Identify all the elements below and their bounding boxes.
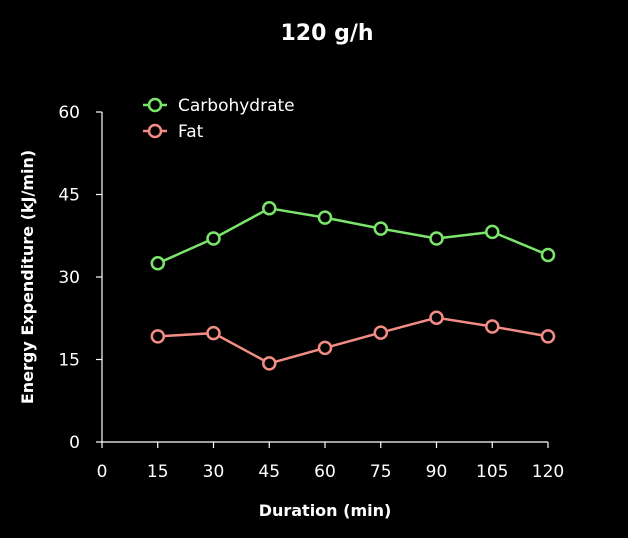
series-line-carbohydrate xyxy=(156,207,550,265)
x-tick-label: 60 xyxy=(314,462,336,482)
legend-marker xyxy=(147,123,163,139)
series-carbohydrate xyxy=(150,201,556,271)
data-point-carbohydrate xyxy=(485,224,500,240)
legend-item-fat: Fat xyxy=(143,122,204,142)
legend-label: Fat xyxy=(178,122,204,142)
legend-item-carbohydrate: Carbohydrate xyxy=(143,96,295,116)
x-tick-label: 30 xyxy=(203,462,225,482)
data-point-carbohydrate xyxy=(540,247,556,263)
y-tick-label: 30 xyxy=(58,268,80,288)
data-point-carbohydrate xyxy=(317,210,333,225)
x-tick-label: 75 xyxy=(370,462,392,482)
series-line-fat xyxy=(156,316,550,365)
x-tick-label: 15 xyxy=(147,462,169,482)
series-fat xyxy=(150,310,556,371)
x-tick-label: 105 xyxy=(476,462,508,482)
data-point-fat xyxy=(150,329,166,344)
y-tick-label: 60 xyxy=(58,103,80,123)
y-tick-label: 45 xyxy=(58,186,80,206)
y-axis-title: Energy Expenditure (kJ/min) xyxy=(18,150,37,404)
data-point-fat xyxy=(485,319,500,334)
data-point-carbohydrate xyxy=(206,231,221,246)
x-tick-label: 90 xyxy=(426,462,448,482)
legend-label: Carbohydrate xyxy=(178,96,295,116)
x-tick-label: 45 xyxy=(258,462,280,482)
axes: 0 15 30 45 60 0 15 30 45 60 75 90 105 120 xyxy=(58,103,564,482)
y-tick-label: 15 xyxy=(58,351,80,371)
data-point-carbohydrate xyxy=(429,231,444,246)
data-point-fat xyxy=(262,356,277,371)
legend: Carbohydrate Fat xyxy=(143,96,295,142)
x-tick-label: 0 xyxy=(97,462,108,482)
data-point-carbohydrate xyxy=(150,256,166,271)
series-layer xyxy=(150,201,556,371)
data-point-carbohydrate xyxy=(262,201,277,216)
data-point-fat xyxy=(373,325,389,340)
data-point-fat xyxy=(540,329,556,344)
data-point-carbohydrate xyxy=(373,221,389,236)
x-axis-title: Duration (min) xyxy=(259,501,392,520)
x-tick-label: 120 xyxy=(532,462,564,482)
data-point-fat xyxy=(206,325,221,341)
chart-title: 120 g/h xyxy=(280,21,373,46)
legend-marker xyxy=(147,97,163,113)
data-point-fat xyxy=(429,310,444,325)
data-point-fat xyxy=(317,340,333,356)
y-tick-label: 0 xyxy=(69,433,80,453)
